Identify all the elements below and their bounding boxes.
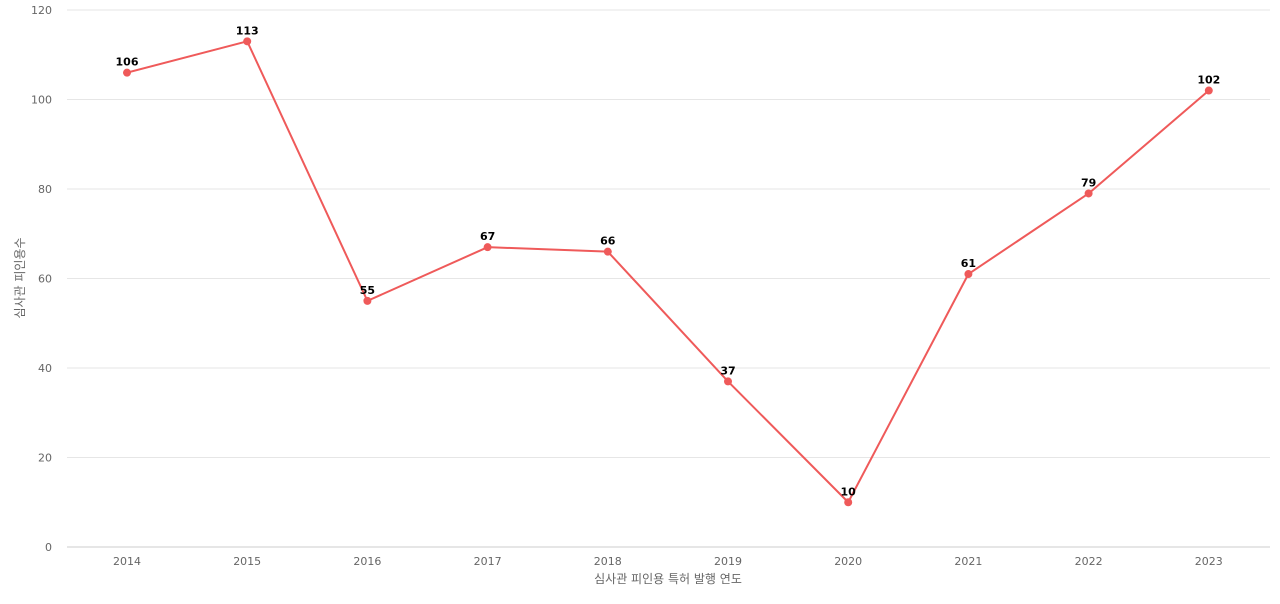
x-tick-label: 2015 (233, 555, 261, 568)
data-label: 113 (236, 24, 259, 37)
x-tick-label: 2017 (474, 555, 502, 568)
x-tick-label: 2021 (954, 555, 982, 568)
x-tick-label: 2018 (594, 555, 622, 568)
x-axis-title: 심사관 피인용 특허 발행 연도 (594, 571, 742, 586)
y-tick-label: 60 (38, 273, 52, 286)
data-point[interactable] (964, 270, 973, 279)
data-point[interactable] (844, 498, 853, 507)
data-point[interactable] (1204, 86, 1213, 95)
data-point[interactable] (603, 247, 612, 256)
data-label: 106 (116, 56, 139, 69)
data-label: 61 (961, 257, 976, 270)
y-axis-ticks: 0 20 40 60 80 100 120 (31, 4, 52, 554)
grid-layer (67, 9, 1270, 548)
data-point[interactable] (243, 37, 252, 46)
x-tick-label: 2014 (113, 555, 141, 568)
data-label-layer: 106 113 55 67 66 37 10 61 79 102 (116, 24, 1221, 498)
data-point[interactable] (123, 68, 131, 77)
y-tick-label: 0 (45, 541, 52, 554)
y-tick-label: 100 (31, 94, 52, 107)
data-label: 55 (360, 284, 375, 297)
x-axis-ticks: 2014 2015 2016 2017 2018 2019 2020 2021 2022 2023 (113, 555, 1223, 568)
data-point[interactable] (363, 296, 372, 305)
x-tick-label: 2016 (353, 555, 381, 568)
x-tick-label: 2019 (714, 555, 742, 568)
x-tick-label: 2020 (834, 555, 862, 568)
x-tick-label: 2023 (1195, 555, 1223, 568)
y-tick-label: 40 (38, 362, 52, 375)
x-tick-label: 2022 (1075, 555, 1103, 568)
data-label: 66 (600, 235, 616, 248)
data-label: 67 (480, 230, 495, 243)
series-line (126, 40, 1210, 504)
data-label: 102 (1197, 74, 1220, 87)
y-tick-label: 80 (38, 183, 52, 196)
data-point[interactable] (724, 377, 732, 386)
data-point[interactable] (1084, 189, 1093, 198)
y-axis-title: 심사관 피인용수 (13, 237, 27, 318)
data-label: 79 (1081, 176, 1096, 189)
data-label: 10 (841, 485, 857, 498)
series-layer (123, 37, 1213, 507)
y-tick-label: 20 (38, 452, 52, 465)
y-tick-label: 120 (31, 4, 52, 17)
data-label: 37 (720, 364, 735, 377)
data-point[interactable] (483, 243, 492, 252)
